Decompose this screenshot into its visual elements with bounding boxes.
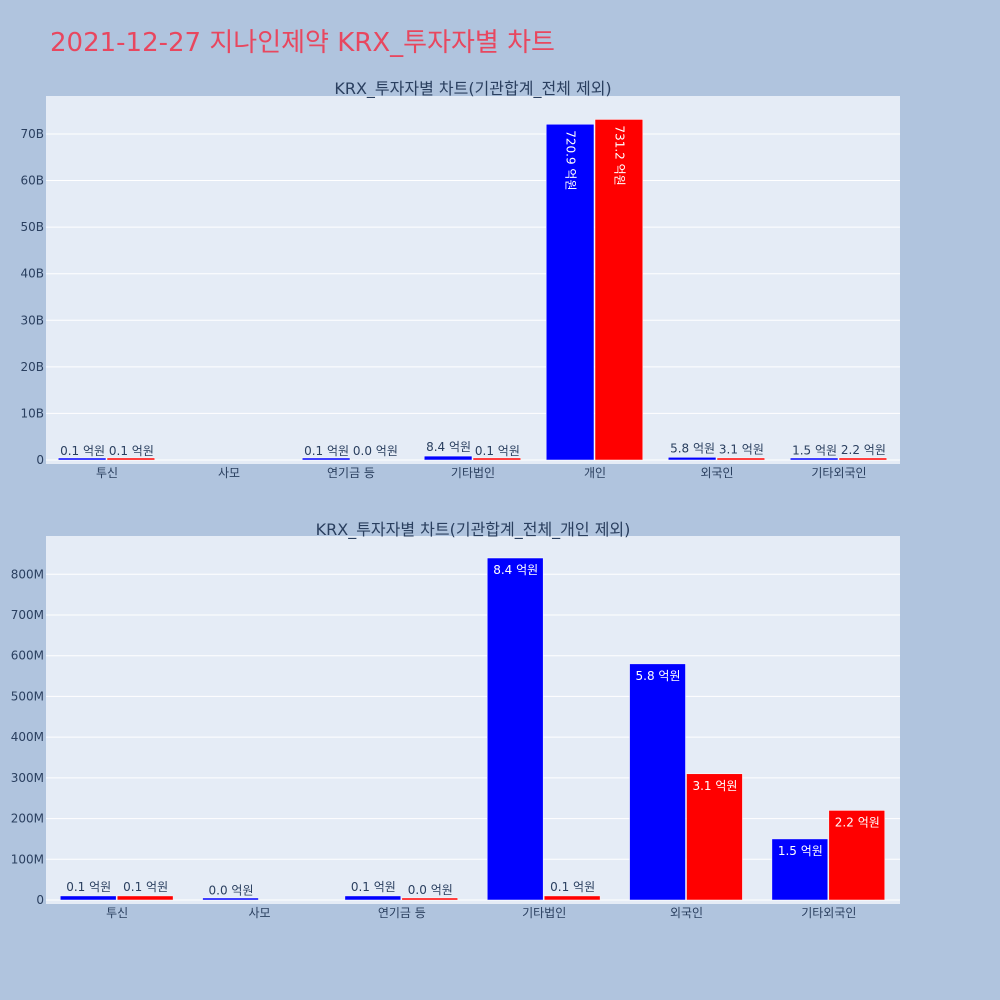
y-tick-label: 60B bbox=[20, 174, 44, 188]
bar bbox=[838, 457, 888, 461]
bar bbox=[423, 455, 473, 461]
y-tick-label: 20B bbox=[20, 360, 44, 374]
bar bbox=[543, 895, 601, 901]
x-tick-label: 외국인 bbox=[700, 466, 733, 480]
data-label: 731.2 억원 bbox=[612, 125, 626, 185]
data-label: 0.0 억원 bbox=[353, 444, 398, 458]
bar bbox=[202, 897, 259, 901]
chart-2: 0 100M 200M 300M 400M 500M 600M 700M 800M KRX_투자자… bbox=[11, 520, 900, 920]
x-tick-label: 개인 bbox=[584, 466, 606, 480]
y-tick-label: 0 bbox=[36, 893, 44, 907]
y-tick-label: 70B bbox=[20, 127, 44, 141]
data-label: 0.1 억원 bbox=[123, 880, 168, 894]
x-tick-label: 외국인 bbox=[670, 906, 703, 920]
y-tick-label: 500M bbox=[11, 689, 44, 703]
x-tick-label: 연기금 등 bbox=[378, 906, 426, 920]
y-tick-label: 10B bbox=[20, 406, 44, 420]
bar bbox=[828, 810, 886, 901]
y-tick-label: 300M bbox=[11, 771, 44, 785]
bar bbox=[594, 119, 644, 461]
bar bbox=[472, 457, 522, 461]
data-label: 0.1 억원 bbox=[550, 880, 595, 894]
bar bbox=[116, 895, 174, 901]
data-label: 5.8 억원 bbox=[636, 669, 681, 683]
chart-title: KRX_투자자별 차트(기관합계_전체_개인 제외) bbox=[316, 520, 631, 540]
data-label: 720.9 억원 bbox=[564, 130, 578, 190]
x-tick-label: 투신 bbox=[106, 906, 128, 920]
x-tick-label: 기타법인 bbox=[522, 906, 566, 920]
data-label: 0.1 억원 bbox=[351, 880, 396, 894]
chart-title: KRX_투자자별 차트(기관합계_전체 제외) bbox=[334, 79, 611, 99]
y-tick-label: 400M bbox=[11, 730, 44, 744]
plot-area bbox=[46, 536, 900, 904]
y-tick-label: 30B bbox=[20, 313, 44, 327]
bar bbox=[301, 457, 351, 461]
bar bbox=[789, 457, 839, 461]
plot-area bbox=[46, 96, 900, 464]
data-label: 0.0 억원 bbox=[408, 883, 453, 897]
bar bbox=[401, 897, 459, 901]
data-label: 2.2 억원 bbox=[835, 815, 880, 829]
bar bbox=[344, 895, 402, 901]
bar bbox=[59, 895, 117, 901]
data-label: 0.1 억원 bbox=[109, 444, 154, 458]
data-label: 0.1 억원 bbox=[66, 880, 111, 894]
data-label: 0.1 억원 bbox=[475, 444, 520, 458]
data-label: 0.0 억원 bbox=[209, 884, 254, 898]
data-label: 0.1 억원 bbox=[60, 444, 105, 458]
y-tick-label: 40B bbox=[20, 267, 44, 281]
y-tick-label: 700M bbox=[11, 608, 44, 622]
y-tick-label: 200M bbox=[11, 812, 44, 826]
data-label: 3.1 억원 bbox=[692, 779, 737, 793]
x-tick-label: 연기금 등 bbox=[327, 466, 375, 480]
bar bbox=[545, 123, 595, 461]
data-label: 1.5 억원 bbox=[792, 443, 837, 457]
data-label: 8.4 억원 bbox=[426, 440, 471, 454]
y-tick-label: 100M bbox=[11, 852, 44, 866]
y-tick-label: 800M bbox=[11, 567, 44, 581]
data-label: 2.2 억원 bbox=[841, 443, 886, 457]
data-label: 3.1 억원 bbox=[719, 443, 764, 457]
bar bbox=[486, 557, 544, 901]
data-label: 5.8 억원 bbox=[670, 441, 715, 455]
x-tick-label: 기타법인 bbox=[451, 466, 495, 480]
y-tick-label: 50B bbox=[20, 220, 44, 234]
data-label: 1.5 억원 bbox=[778, 844, 823, 858]
bar bbox=[667, 457, 717, 461]
bar bbox=[686, 773, 743, 901]
y-tick-label: 600M bbox=[11, 649, 44, 663]
y-tick-label: 0 bbox=[36, 453, 44, 467]
data-label: 8.4 억원 bbox=[493, 563, 538, 577]
x-tick-label: 투신 bbox=[96, 466, 118, 480]
x-tick-label: 기타외국인 bbox=[811, 466, 866, 480]
bar bbox=[629, 663, 686, 901]
x-tick-label: 기타외국인 bbox=[801, 906, 856, 920]
data-label: 0.1 억원 bbox=[304, 444, 349, 458]
chart-1: 0 10B 20B 30B 40B 50B 60B 70B KRX_투자자별 차트(기관합계_전… bbox=[20, 79, 900, 480]
x-tick-label: 사모 bbox=[248, 906, 270, 920]
bar bbox=[57, 457, 107, 461]
x-tick-label: 사모 bbox=[218, 466, 240, 480]
bar bbox=[716, 457, 766, 461]
bar bbox=[771, 838, 829, 901]
bar bbox=[106, 457, 156, 461]
page-title: 2021-12-27 지나인제약 KRX_투자자별 차트 bbox=[50, 28, 555, 58]
